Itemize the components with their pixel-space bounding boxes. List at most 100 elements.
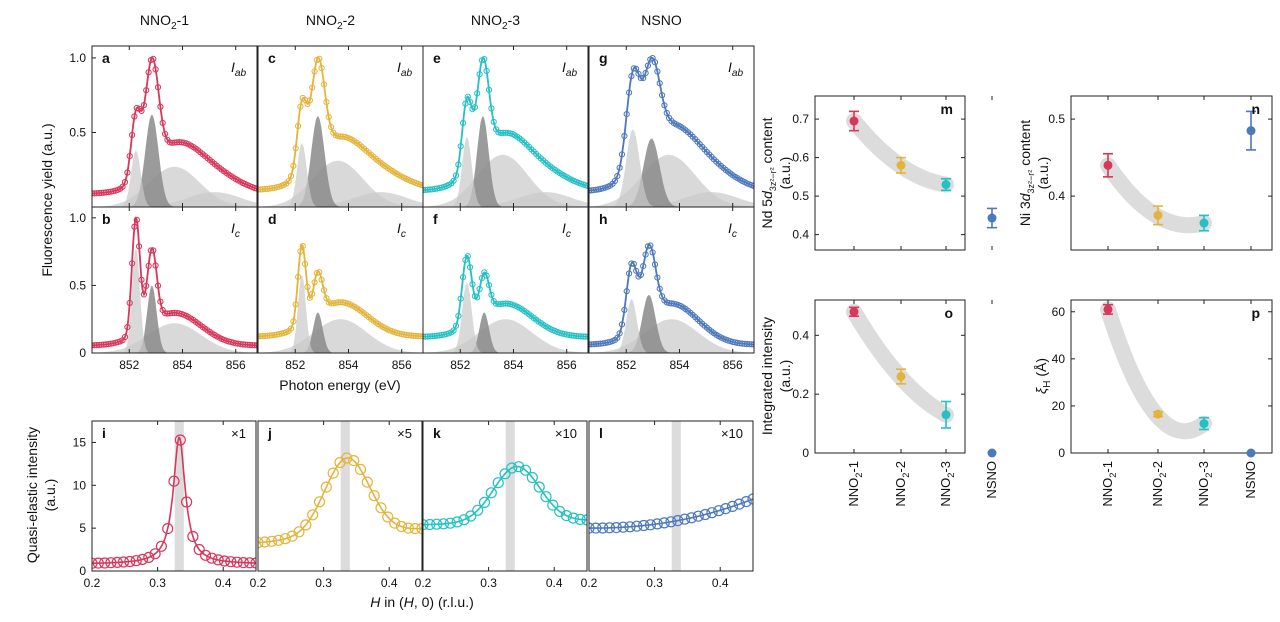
qe-point (590, 522, 602, 534)
qe-point (313, 496, 326, 508)
category-label: NNO2-1 (1100, 461, 1118, 507)
data-point (654, 274, 661, 281)
qe-point (92, 557, 104, 569)
panel-letter-n: n (1251, 101, 1260, 117)
data-point (621, 132, 628, 140)
data-point (297, 248, 304, 255)
panel-frame (588, 206, 755, 354)
panel-frame (422, 206, 589, 354)
qe-point (492, 477, 504, 489)
qe-point (672, 514, 684, 527)
data-point (145, 69, 152, 76)
axis-labels: Fluorescence yield (a.u.) Photon energy (… (24, 117, 1053, 610)
panel-letter-o: o (944, 305, 953, 321)
polarization-label: Iab (728, 59, 743, 79)
summary-point-NNO2-3 (941, 410, 951, 420)
data-point (616, 164, 623, 171)
qe-point (225, 556, 237, 568)
data-point (483, 67, 490, 75)
nd-content-y-label: Nd 5d3z²−r² content (759, 117, 778, 228)
data-point (656, 80, 663, 87)
data-point (143, 282, 150, 289)
qe-point (327, 467, 339, 479)
data-point (647, 242, 654, 249)
qe-point (368, 490, 380, 502)
data-point (582, 333, 588, 340)
x-tick-label: 0.4 (215, 576, 232, 590)
qe-point (136, 553, 149, 566)
qe-point (740, 496, 752, 508)
data-point (630, 65, 637, 72)
qe-point (237, 556, 249, 569)
qe-point (444, 517, 456, 529)
summary-point-NNO2-2 (896, 160, 906, 170)
summary-point-NNO2-3 (1199, 218, 1209, 228)
commensurate-band (505, 421, 515, 571)
data-point (457, 295, 464, 302)
multiplier-label: ×10 (721, 426, 743, 441)
data-point (318, 276, 325, 283)
data-point (290, 162, 297, 169)
data-point (417, 333, 423, 340)
data-point (614, 173, 621, 180)
data-point (290, 318, 297, 325)
x-tick-label: 852 (285, 358, 305, 372)
qe-point (181, 496, 193, 508)
qe-point (733, 498, 745, 510)
data-point (455, 161, 462, 168)
qe-point (244, 557, 256, 569)
data-point (325, 113, 332, 121)
qe-point (199, 549, 212, 561)
qe-panel-i: 0.2 0.3 0.4 0 5 10 15 i ×1 (73, 420, 257, 590)
qe-point (416, 522, 422, 535)
column-title-NSNO: NSNO (641, 12, 682, 28)
data-point (162, 130, 169, 137)
qe-point (526, 471, 538, 484)
summary-point-NNO2-2 (896, 372, 906, 381)
qe-point (478, 496, 491, 508)
x-tick-label: 0.3 (315, 576, 332, 590)
data-point (295, 273, 302, 280)
qe-point (692, 510, 704, 522)
x-tick-label: 852 (616, 358, 636, 372)
qe-point (293, 526, 305, 538)
multiplier-label: ×1 (231, 426, 246, 441)
qe-point (631, 520, 643, 532)
qe-point (651, 518, 663, 530)
fit-component (92, 247, 257, 353)
panel-letter-d: d (268, 211, 277, 227)
panel-letter-m: m (941, 101, 953, 117)
data-point (748, 341, 754, 348)
data-point (304, 283, 311, 290)
data-point (640, 74, 647, 82)
x-tick-label: 0.4 (381, 576, 398, 590)
data-point (309, 84, 316, 91)
qe-point (458, 514, 470, 526)
data-point (295, 122, 302, 130)
y-tick-label: 0.4 (792, 328, 809, 342)
qe-point (597, 522, 609, 534)
data-point (488, 291, 495, 298)
data-point (633, 65, 640, 72)
qe-point (679, 513, 691, 525)
integrated-intensity-y-unit: (a.u.) (777, 360, 793, 393)
x-tick-label: 854 (338, 358, 358, 372)
qe-point (395, 520, 408, 533)
panel-frame (257, 420, 423, 572)
data-point (474, 294, 481, 301)
qe-point (726, 500, 739, 512)
x-tick-label: 854 (172, 358, 192, 372)
y-tick-label: 0.7 (792, 112, 809, 126)
data-point (618, 151, 626, 158)
qe-point (168, 475, 180, 487)
qe-point (519, 464, 532, 476)
panel-letter-p: p (1251, 305, 1260, 321)
qe-point (451, 516, 463, 528)
summary-point-NNO2-1 (1103, 160, 1113, 170)
y-tick-label: 0.4 (1048, 189, 1065, 203)
data-point (460, 119, 467, 127)
qe-point (547, 499, 559, 511)
xas-panel-c: c Iab (257, 45, 424, 208)
y-tick-label: 0.5 (792, 189, 809, 203)
data-point (311, 68, 318, 75)
